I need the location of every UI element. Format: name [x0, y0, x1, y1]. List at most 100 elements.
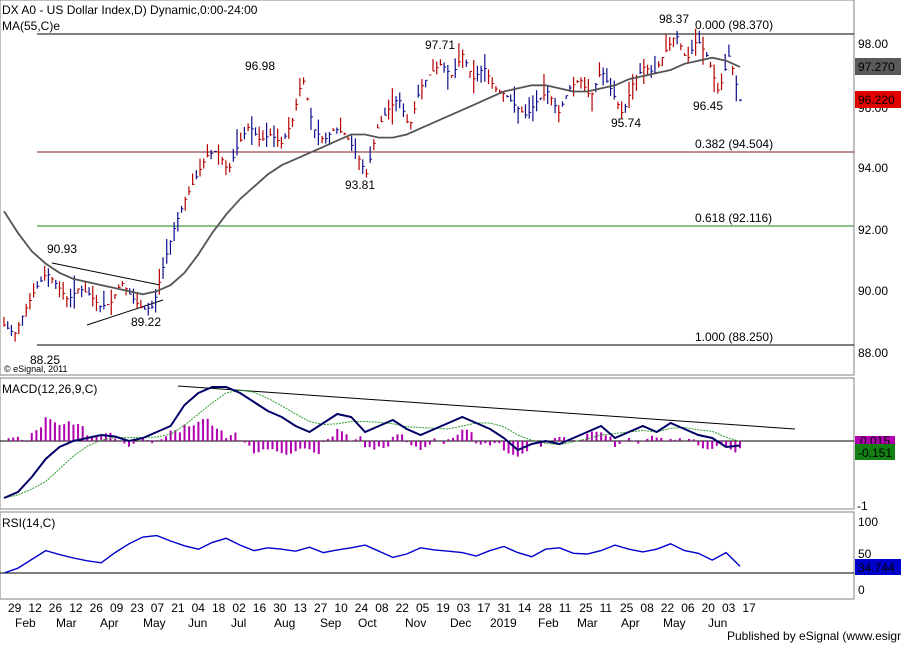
watermark: © eSignal, 2011	[4, 364, 68, 374]
last-price-red-value: 96.220	[858, 93, 895, 107]
annot-98-37: 98.37	[659, 12, 689, 26]
ma-55-line	[3, 56, 741, 296]
x-tick-month: Jun	[708, 616, 727, 630]
x-tick-day: 10	[334, 601, 348, 615]
x-tick-day: 31	[498, 601, 512, 615]
x-tick-day: 28	[538, 601, 552, 615]
x-tick-day: 19	[436, 601, 450, 615]
x-tick-month: Apr	[100, 616, 119, 630]
macd-badge-a	[855, 436, 895, 446]
x-tick-day: 17	[742, 601, 756, 615]
x-tick-day: 12	[28, 601, 42, 615]
rsi-panel-frame	[0, 511, 855, 600]
annot-93-81: 93.81	[345, 178, 375, 192]
x-tick-day: 11	[559, 601, 572, 615]
x-tick-day: 24	[355, 601, 369, 615]
x-tick-day: 12	[69, 601, 83, 615]
x-tick-month: Mar	[577, 616, 598, 630]
x-tick-day: 11	[600, 601, 613, 615]
x-tick-month: Feb	[538, 616, 559, 630]
x-tick-month: Sep	[320, 616, 342, 630]
macd-signal-line	[3, 389, 741, 499]
x-tick-month: Jun	[188, 616, 207, 630]
macd-panel-title: MACD(12,26,9,C)	[2, 382, 97, 396]
rsi-tick-0: 0	[858, 583, 865, 597]
annot-97-71: 97.71	[425, 38, 455, 52]
x-tick-day: 27	[314, 601, 328, 615]
price-tick-88: 88.00	[858, 346, 888, 360]
last-price-value: 97.270	[858, 60, 895, 74]
macd-value-b: -0.151	[858, 446, 892, 460]
triangle-lower-line	[86, 299, 164, 326]
fib-618-label: 0.618 (92.116)	[695, 211, 772, 225]
rsi-panel-title: RSI(14,C)	[2, 516, 55, 530]
macd-tick-minus1: -1	[857, 499, 868, 513]
x-axis-days: 29 12 26 12 26 09 23 07 21 04 18 02 16 30 13 27 10 24 08 22…	[8, 601, 756, 615]
price-tick-92: 92.00	[858, 223, 888, 237]
x-tick-day: 03	[722, 601, 736, 615]
x-tick-month: Apr	[621, 616, 640, 630]
annot-95-74: 95.74	[611, 116, 641, 130]
price-panel-frame	[0, 0, 855, 376]
x-tick-month: Jul	[231, 616, 246, 630]
x-tick-day: 17	[477, 601, 491, 615]
x-tick-month: May	[143, 616, 166, 630]
x-axis-months: Feb Mar Apr May Jun Jul Aug Sep Oct Nov Dec 2019 Feb…	[15, 616, 727, 630]
x-tick-month: 2019	[490, 616, 517, 630]
x-tick-month: Aug	[274, 616, 295, 630]
x-tick-day: 07	[151, 601, 165, 615]
x-tick-day: 20	[702, 601, 716, 615]
x-tick-day: 26	[90, 601, 104, 615]
x-tick-month: Feb	[15, 616, 36, 630]
price-tick-94: 94.00	[858, 161, 888, 175]
rsi-value: 34.744	[858, 561, 895, 575]
annot-96-98: 96.98	[245, 59, 275, 73]
x-tick-day: 03	[457, 601, 471, 615]
x-tick-month: Dec	[450, 616, 471, 630]
x-tick-day: 18	[212, 601, 226, 615]
fib-382-label: 0.382 (94.504)	[695, 137, 773, 151]
x-tick-day: 09	[110, 601, 124, 615]
x-tick-day: 26	[49, 601, 63, 615]
rsi-badge	[855, 559, 901, 575]
macd-line	[3, 386, 741, 499]
price-tick-98: 98.00	[858, 37, 888, 51]
last-price-badge	[855, 58, 901, 75]
rsi-tick-50: 50	[858, 547, 872, 561]
x-tick-day: 23	[130, 601, 144, 615]
x-tick-day: 05	[416, 601, 430, 615]
x-tick-day: 08	[640, 601, 654, 615]
macd-panel-frame	[0, 377, 855, 510]
x-tick-month: May	[663, 616, 686, 630]
x-tick-day: 25	[579, 601, 593, 615]
fib-100-label: 1.000 (88.250)	[695, 330, 773, 344]
x-tick-day: 02	[232, 601, 246, 615]
annot-88-25: 88.25	[30, 353, 60, 367]
price-bars	[3, 28, 742, 342]
x-tick-day: 14	[518, 601, 532, 615]
x-tick-day: 21	[171, 601, 185, 615]
x-tick-day: 25	[620, 601, 634, 615]
macd-badge-b	[855, 444, 895, 460]
x-tick-day: 08	[375, 601, 389, 615]
footer-credit: Published by eSignal (www.esignal.com)	[727, 629, 901, 643]
x-tick-day: 04	[192, 601, 206, 615]
macd-trend-line	[177, 385, 796, 430]
annot-90-93: 90.93	[47, 242, 77, 256]
x-tick-month: Nov	[405, 616, 426, 630]
x-tick-month: Mar	[56, 616, 77, 630]
x-tick-day: 13	[294, 601, 308, 615]
last-price-red-badge	[855, 91, 901, 108]
ma-legend: MA(55,C)e	[2, 19, 60, 33]
x-tick-day: 06	[681, 601, 695, 615]
fib-0-label: 0.000 (98.370)	[695, 18, 773, 32]
rsi-tick-100: 100	[858, 515, 878, 529]
triangle-upper-line	[51, 262, 161, 286]
x-tick-day: 30	[273, 601, 287, 615]
x-tick-month: Oct	[358, 616, 377, 630]
x-tick-day: 29	[8, 601, 22, 615]
annot-89-22: 89.22	[131, 315, 161, 329]
x-tick-day: 22	[396, 601, 410, 615]
x-tick-day: 22	[661, 601, 675, 615]
